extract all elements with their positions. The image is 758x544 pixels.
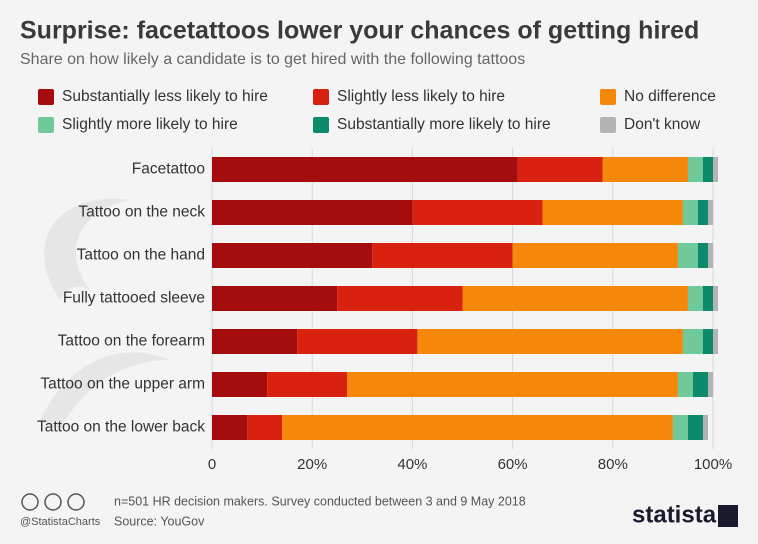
bar-segment: [372, 243, 513, 268]
legend-swatch: [600, 117, 616, 133]
bar-segment: [417, 329, 683, 354]
footer: @StatistaCharts n=501 HR decision makers…: [20, 493, 738, 528]
bar-segment: [212, 372, 268, 397]
y-tick-label: Tattoo on the upper arm: [40, 376, 205, 393]
bar-segment: [702, 286, 713, 311]
bar-segment: [707, 372, 713, 397]
bar-segment: [702, 329, 713, 354]
legend-swatch: [38, 89, 54, 105]
bar-segment: [267, 372, 348, 397]
x-tick-label: 100%: [694, 456, 732, 473]
by-icon: [44, 493, 62, 511]
bar-segment: [517, 157, 603, 182]
x-tick-label: 60%: [498, 456, 528, 473]
y-tick-label: Fully tattooed sleeve: [63, 290, 205, 307]
bar-segment: [247, 415, 283, 440]
cc-icon: [21, 493, 39, 511]
bar-segment: [347, 372, 678, 397]
brand-logo: [718, 505, 738, 527]
bar-segment: [542, 200, 683, 225]
brand: statista: [632, 501, 717, 528]
bar-segment: [702, 415, 708, 440]
bar-segment: [212, 329, 298, 354]
bar-segment: [713, 286, 719, 311]
bar-segment: [602, 157, 688, 182]
bar-segment: [212, 243, 373, 268]
bar-segment: [677, 372, 693, 397]
bar-segment: [337, 286, 463, 311]
legend-label: Don't know: [624, 116, 701, 133]
chart-subtitle: Share on how likely a candidate is to ge…: [20, 51, 525, 68]
bar-segment: [692, 372, 708, 397]
bar-segment: [682, 329, 703, 354]
bar-segment: [682, 200, 698, 225]
watermark: [40, 198, 170, 430]
x-tick-label: 0: [208, 456, 216, 473]
bar-segment: [212, 157, 518, 182]
bar-segment: [707, 200, 713, 225]
y-tick-label: Tattoo on the neck: [78, 204, 205, 221]
bar-segment: [412, 200, 543, 225]
legend-label: Substantially less likely to hire: [62, 88, 268, 105]
note: n=501 HR decision makers. Survey conduct…: [114, 494, 526, 508]
bar-segment: [707, 243, 713, 268]
y-tick-label: Facetattoo: [132, 161, 205, 178]
bar-segment: [713, 329, 719, 354]
bar-segment: [512, 243, 678, 268]
bar-segment: [687, 286, 703, 311]
bar-segment: [697, 200, 708, 225]
y-tick-label: Tattoo on the lower back: [37, 419, 205, 436]
bar-segment: [212, 286, 338, 311]
x-tick-label: 20%: [297, 456, 327, 473]
legend-swatch: [600, 89, 616, 105]
bar-segment: [672, 415, 688, 440]
legend-label: Substantially more likely to hire: [337, 116, 551, 133]
bar-segment: [212, 415, 248, 440]
bar-segment: [297, 329, 418, 354]
bar-segment: [713, 157, 719, 182]
source: Source: YouGov: [114, 514, 205, 528]
bar-segment: [462, 286, 688, 311]
bar-segment: [702, 157, 713, 182]
legend-swatch: [313, 117, 329, 133]
bar-segment: [677, 243, 698, 268]
nd-icon: [67, 493, 85, 511]
x-tick-label: 40%: [397, 456, 427, 473]
legend-swatch: [313, 89, 329, 105]
legend-label: No difference: [624, 88, 716, 105]
legend-swatch: [38, 117, 54, 133]
x-tick-label: 80%: [598, 456, 628, 473]
bar-segment: [687, 415, 703, 440]
y-tick-label: Tattoo on the hand: [77, 247, 205, 264]
bar-segment: [212, 200, 413, 225]
bar-segment: [687, 157, 703, 182]
legend-label: Slightly less likely to hire: [337, 88, 505, 105]
legend-label: Slightly more likely to hire: [62, 116, 238, 133]
y-tick-label: Tattoo on the forearm: [58, 333, 205, 350]
credit: @StatistaCharts: [20, 516, 101, 528]
bar-segment: [697, 243, 708, 268]
bar-segment: [282, 415, 673, 440]
chart-title: Surprise: facetattoos lower your chances…: [20, 17, 699, 45]
